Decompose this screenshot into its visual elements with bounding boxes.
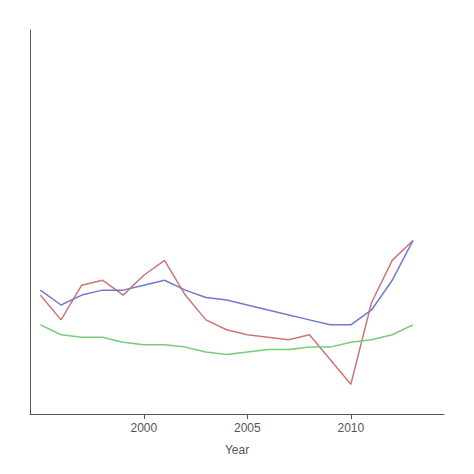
svg-text:Year: Year [225,443,249,457]
svg-text:2005: 2005 [234,421,261,435]
svg-text:2000: 2000 [130,421,157,435]
svg-text:2010: 2010 [337,421,364,435]
